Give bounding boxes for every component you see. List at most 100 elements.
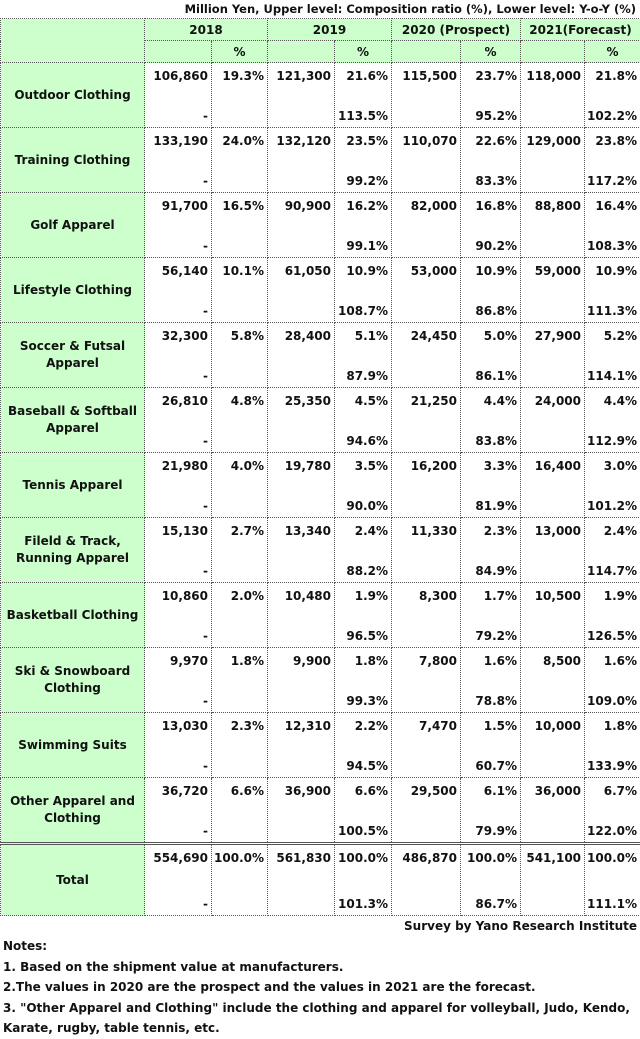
yoy-dash: -	[145, 174, 208, 192]
composition-ratio: 3.3%	[461, 453, 517, 473]
value-cell: 36,720-	[145, 778, 212, 844]
value-cell: 24,000	[521, 388, 585, 453]
note-2: 2.The values in 2020 are the prospect an…	[3, 977, 640, 998]
pct-cell: 1.7%79.2%	[461, 583, 521, 648]
pct-cell: 3.3%81.9%	[461, 453, 521, 518]
yoy-dash	[392, 838, 457, 842]
composition-ratio: 21.8%	[585, 63, 637, 83]
shipment-value: 90,900	[268, 193, 331, 213]
shipment-value: 27,900	[521, 323, 581, 343]
value-cell: 9,900	[268, 648, 335, 713]
yoy-ratio: 94.6%	[335, 434, 388, 452]
value-cell: 10,500	[521, 583, 585, 648]
pct-cell: 5.0%86.1%	[461, 323, 521, 388]
value-cell: 21,980-	[145, 453, 212, 518]
pct-cell: 2.4%88.2%	[335, 518, 392, 583]
yoy-dash	[521, 448, 581, 452]
composition-ratio: 5.2%	[585, 323, 637, 343]
shipment-value: 16,200	[392, 453, 457, 473]
shipment-value: 32,300	[145, 323, 208, 343]
shipment-value: 59,000	[521, 258, 581, 278]
yoy-ratio	[212, 448, 264, 452]
source-credit: Survey by Yano Research Institute	[0, 916, 640, 936]
yoy-ratio: 108.7%	[335, 304, 388, 322]
pct-cell: 16.5%	[212, 193, 268, 258]
value-cell: 129,000	[521, 128, 585, 193]
note-3: 3. "Other Apparel and Clothing" include …	[3, 998, 640, 1039]
value-cell: 19,780	[268, 453, 335, 518]
row-label: Tennis Apparel	[1, 453, 145, 518]
yoy-dash	[521, 318, 581, 322]
yoy-ratio	[212, 123, 264, 127]
unit-note: Million Yen, Upper level: Composition ra…	[0, 0, 640, 18]
yoy-ratio: 86.1%	[461, 369, 517, 387]
row-label: Baseball & Softball Apparel	[1, 388, 145, 453]
yoy-ratio	[212, 578, 264, 582]
yoy-dash	[392, 773, 457, 777]
composition-ratio: 4.0%	[212, 453, 264, 473]
composition-ratio: 4.8%	[212, 388, 264, 408]
shipment-value: 13,340	[268, 518, 331, 538]
yoy-dash	[392, 188, 457, 192]
value-cell: 13,000	[521, 518, 585, 583]
yoy-dash: -	[145, 694, 208, 712]
notes: Notes: 1. Based on the shipment value at…	[0, 936, 640, 1039]
row-label: Soccer & Futsal Apparel	[1, 323, 145, 388]
year-header-2020: 2020 (Prospect)	[392, 19, 521, 41]
shipment-value: 118,000	[521, 63, 581, 83]
yoy-dash	[268, 318, 331, 322]
market-size-table: 2018 2019 2020 (Prospect) 2021(Forecast)…	[0, 18, 640, 916]
yoy-dash: -	[145, 897, 208, 915]
yoy-ratio: 88.2%	[335, 564, 388, 582]
yoy-dash	[392, 578, 457, 582]
shipment-value: 21,980	[145, 453, 208, 473]
composition-ratio: 16.8%	[461, 193, 517, 213]
value-cell: 554,690-	[145, 844, 212, 916]
pct-cell: 19.3%	[212, 63, 268, 128]
yoy-dash	[521, 253, 581, 257]
yoy-dash	[392, 708, 457, 712]
yoy-ratio: 86.7%	[461, 897, 517, 915]
composition-ratio: 100.0%	[585, 845, 637, 865]
yoy-ratio: 79.9%	[461, 824, 517, 842]
row-label: Outdoor Clothing	[1, 63, 145, 128]
shipment-value: 10,860	[145, 583, 208, 603]
pct-cell: 1.5%60.7%	[461, 713, 521, 778]
composition-ratio: 16.4%	[585, 193, 637, 213]
yoy-ratio	[212, 253, 264, 257]
yoy-ratio: 79.2%	[461, 629, 517, 647]
pct-cell: 10.9%108.7%	[335, 258, 392, 323]
value-cell: 21,250	[392, 388, 461, 453]
yoy-ratio: 84.9%	[461, 564, 517, 582]
yoy-ratio	[212, 188, 264, 192]
yoy-ratio: 90.2%	[461, 239, 517, 257]
yoy-dash	[521, 911, 581, 915]
composition-ratio: 100.0%	[335, 845, 388, 865]
pct-cell: 1.8%133.9%	[585, 713, 640, 778]
shipment-value: 82,000	[392, 193, 457, 213]
yoy-ratio	[212, 773, 264, 777]
shipment-value: 26,810	[145, 388, 208, 408]
composition-ratio: 4.5%	[335, 388, 388, 408]
pct-cell: 1.6%109.0%	[585, 648, 640, 713]
yoy-dash	[521, 708, 581, 712]
value-cell: 561,830	[268, 844, 335, 916]
value-cell: 61,050	[268, 258, 335, 323]
shipment-value: 9,970	[145, 648, 208, 668]
yoy-dash	[392, 123, 457, 127]
yoy-dash	[268, 578, 331, 582]
yoy-dash: -	[145, 629, 208, 647]
composition-ratio: 1.6%	[461, 648, 517, 668]
value-cell: 8,500	[521, 648, 585, 713]
yoy-ratio	[212, 838, 264, 842]
value-cell: 13,340	[268, 518, 335, 583]
yoy-ratio: 113.5%	[335, 109, 388, 127]
